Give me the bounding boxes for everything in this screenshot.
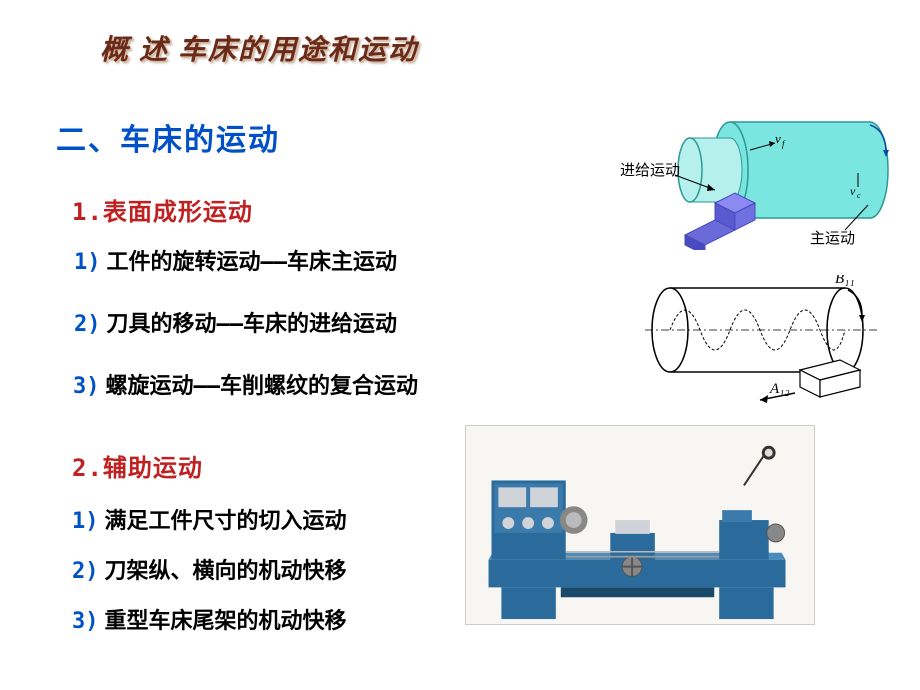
page-title: 概 述 车床的用途和运动 [100, 28, 418, 68]
label-vf: v [775, 131, 781, 146]
label-b11: B₁₁ [835, 275, 855, 287]
sub-heading-1: 1.表面成形运动 [72, 192, 253, 227]
list-number: 3) [72, 609, 99, 634]
list-text: 螺旋运动——车削螺纹的复合运动 [106, 374, 419, 399]
list-text: 重型车床尾架的机动快移 [105, 609, 347, 634]
list-text: 刀具的移动——车床的进给运动 [107, 312, 398, 337]
list-item-1-3: 3)螺旋运动——车削螺纹的复合运动 [73, 368, 418, 400]
list-item-1-1: 1)工件的旋转运动——车床主运动 [74, 244, 397, 276]
sub-heading-2: 2.辅助运动 [72, 448, 203, 483]
list-text: 刀架纵、横向的机动快移 [105, 559, 347, 584]
list-number: 1) [74, 250, 101, 275]
list-number: 2) [74, 312, 101, 337]
list-item-1-2: 2)刀具的移动——车床的进给运动 [74, 306, 397, 338]
list-text: 满足工件尺寸的切入运动 [105, 509, 347, 534]
list-item-2-1: 1)满足工件尺寸的切入运动 [72, 503, 347, 535]
list-number: 1) [72, 509, 99, 534]
list-item-2-3: 3)重型车床尾架的机动快移 [72, 603, 347, 635]
svg-text:c: c [857, 191, 861, 200]
helix-diagram: B₁₁ A₁₂ [630, 275, 890, 405]
list-number: 3) [73, 374, 100, 399]
list-text: 工件的旋转运动——车床主运动 [107, 250, 398, 275]
list-item-2-2: 2)刀架纵、横向的机动快移 [72, 553, 347, 585]
lathe-photo [465, 425, 815, 625]
section-heading: 二、车床的运动 [56, 115, 280, 159]
label-main: 主运动 [810, 230, 855, 247]
list-number: 2) [72, 559, 99, 584]
label-feed: 进给运动 [620, 162, 680, 179]
label-a12: A₁₂ [769, 381, 790, 397]
svg-text:v: v [850, 184, 856, 198]
turning-diagram: v f v c 进给运动 主运动 [620, 95, 900, 250]
